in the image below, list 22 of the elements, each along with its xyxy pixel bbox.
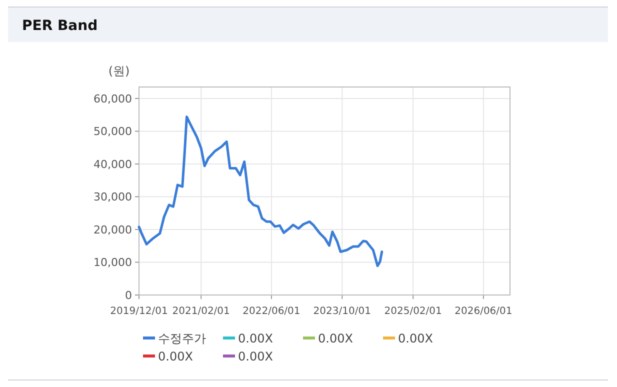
y-tick-label: 30,000 <box>94 190 132 204</box>
legend-label: 0.00X <box>158 350 193 364</box>
legend-label: 0.00X <box>238 350 273 364</box>
x-tick-label: 2025/02/01 <box>384 306 442 317</box>
y-tick-label: 0 <box>125 289 132 302</box>
chart-title: PER Band <box>22 18 98 34</box>
y-tick-label: 10,000 <box>94 256 132 270</box>
y-tick-label: 40,000 <box>94 158 132 171</box>
x-tick-label: 2023/10/01 <box>313 306 371 317</box>
x-tick-label: 2021/02/01 <box>172 306 230 317</box>
x-tick-label: 2019/12/01 <box>110 306 168 317</box>
y-tick-label: 20,000 <box>94 223 132 236</box>
y-axis-title: (원) <box>108 64 130 78</box>
legend-label: 0.00X <box>318 332 353 346</box>
y-tick-label: 50,000 <box>94 125 132 138</box>
legend-label: 0.00X <box>398 332 433 346</box>
x-tick-label: 2026/06/01 <box>454 306 512 317</box>
y-tick-label: 60,000 <box>94 92 132 106</box>
x-tick-label: 2022/06/01 <box>242 306 300 317</box>
line-series <box>138 116 384 268</box>
legend-label: 수정주가 <box>158 332 206 346</box>
legend-label: 0.00X <box>238 332 273 346</box>
